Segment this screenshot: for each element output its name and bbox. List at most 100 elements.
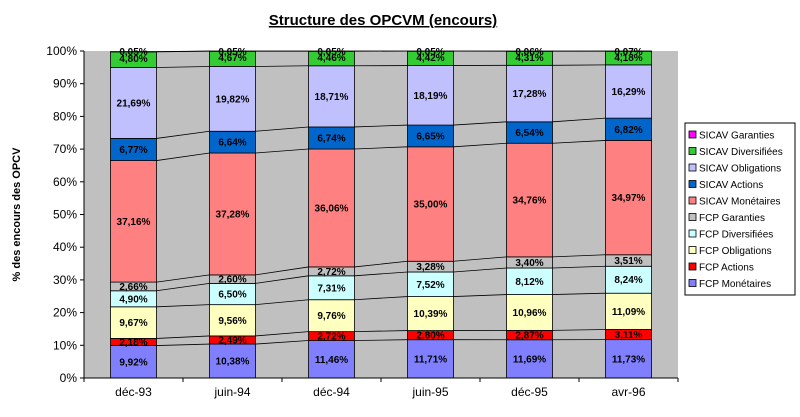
connector-line xyxy=(354,146,408,150)
connector-line xyxy=(255,275,309,284)
y-tick-label: 10% xyxy=(53,338,77,352)
data-label: 11,71% xyxy=(414,354,447,365)
legend-entry: SICAV Garanties xyxy=(699,131,774,142)
data-label: 0,06% xyxy=(515,47,543,58)
data-label: 4,67% xyxy=(218,53,246,64)
plot-area xyxy=(84,51,678,378)
y-tick-label: 60% xyxy=(53,175,77,189)
data-label: 10,96% xyxy=(513,308,547,319)
data-label: 21,69% xyxy=(117,98,151,109)
data-label: 9,56% xyxy=(218,316,246,327)
data-label: 11,09% xyxy=(612,307,645,318)
legend: SICAV Garanties SICAV Diversifiées SICAV O… xyxy=(684,122,796,296)
data-label: 18,71% xyxy=(315,92,349,103)
data-label: 11,69% xyxy=(513,354,546,365)
connector-line xyxy=(453,294,507,297)
data-label: 11,73% xyxy=(612,354,645,365)
x-tick-label: juin-95 xyxy=(411,385,448,399)
legend-swatch xyxy=(688,213,697,221)
data-label: 17,28% xyxy=(513,89,547,100)
data-label: 4,46% xyxy=(317,53,345,64)
data-label: 8,24% xyxy=(614,275,642,286)
data-label: 34,97% xyxy=(612,193,646,204)
data-label: 2,72% xyxy=(317,267,345,278)
legend-swatch xyxy=(688,279,697,287)
legend-entry: SICAV Actions xyxy=(699,180,763,191)
legend-entry: FCP Obligations xyxy=(699,246,772,257)
bar-segment xyxy=(308,65,355,128)
data-label: 10,38% xyxy=(216,357,250,368)
connector-line xyxy=(552,265,606,269)
bar-segment xyxy=(605,292,652,330)
bar-segment xyxy=(605,265,652,294)
bar-segment xyxy=(110,345,157,379)
data-label: 9,92% xyxy=(119,357,147,368)
data-label: 37,16% xyxy=(117,217,151,228)
legend-entry: SICAV Monétaires xyxy=(699,197,781,208)
legend-entry: FCP Diversifiées xyxy=(699,230,773,241)
x-tick-label: déc-93 xyxy=(115,385,152,399)
data-label: 0,05% xyxy=(416,47,444,58)
bar-segment xyxy=(605,339,652,379)
data-label: 3,28% xyxy=(416,262,444,273)
connector-line xyxy=(453,121,507,126)
data-label: 9,67% xyxy=(119,318,147,329)
data-label: 0,05% xyxy=(218,47,246,58)
y-tick-label: 70% xyxy=(53,142,77,156)
data-label: 11,46% xyxy=(315,355,348,366)
y-tick-label: 100% xyxy=(46,44,77,58)
legend-swatch xyxy=(688,246,697,254)
legend-swatch xyxy=(688,130,697,139)
y-tick-label: 30% xyxy=(53,273,77,287)
chart-title: Structure des OPCVM (encours) xyxy=(269,12,497,29)
legend-swatch xyxy=(688,229,697,238)
y-tick-label: 20% xyxy=(53,306,77,320)
bar-segment xyxy=(605,140,652,256)
legend-entry: SICAV Diversifiées xyxy=(699,147,783,158)
connector-line xyxy=(255,331,309,337)
connector-line xyxy=(156,283,210,292)
bar-segment xyxy=(506,64,553,123)
connector-line xyxy=(255,148,309,154)
x-tick-label: juin-94 xyxy=(213,385,250,399)
legend-box xyxy=(684,122,796,296)
connector-line xyxy=(354,330,408,333)
bar-segment xyxy=(209,304,256,337)
data-label: 0,07% xyxy=(614,47,642,58)
bar-segment xyxy=(209,152,256,276)
data-label: 0,05% xyxy=(119,47,147,58)
data-label: 7,52% xyxy=(416,280,444,291)
data-label: 6,64% xyxy=(218,138,246,149)
connector-line xyxy=(552,292,606,295)
connector-line xyxy=(552,329,606,331)
legend-swatch xyxy=(688,180,697,188)
y-tick-label: 50% xyxy=(53,208,77,222)
connector-line xyxy=(156,130,210,139)
connector-line xyxy=(354,271,408,277)
data-label: 10,39% xyxy=(414,309,448,320)
data-labels: 9,92% 10,38% 11,46% 11,71% 11,69% 11,73% 2,18%… xyxy=(117,47,646,368)
data-label: 6,65% xyxy=(416,131,444,142)
data-label: 36,06% xyxy=(315,203,349,214)
connector-line xyxy=(552,254,606,258)
data-label: 4,18% xyxy=(614,53,642,64)
connector-line xyxy=(156,343,210,346)
connector-line xyxy=(354,296,408,301)
legend-entry: FCP Monétaires xyxy=(699,279,771,290)
data-label: 4,42% xyxy=(416,53,444,64)
legend-swatch xyxy=(688,196,697,205)
bar-segment xyxy=(110,306,157,339)
x-tick-label: avr-96 xyxy=(611,385,645,399)
data-label: 16,29% xyxy=(612,87,646,98)
data-label: 2,49% xyxy=(218,335,246,346)
data-label: 18,19% xyxy=(414,91,448,102)
connector-line xyxy=(354,124,408,128)
data-label: 4,80% xyxy=(119,54,147,65)
data-label: 3,11% xyxy=(615,330,643,341)
data-label: 3,40% xyxy=(515,258,543,269)
connector-line xyxy=(156,152,210,161)
data-label: 6,50% xyxy=(218,290,246,301)
legend-entry: SICAV Obligations xyxy=(699,164,781,175)
bar-segments xyxy=(110,50,652,379)
